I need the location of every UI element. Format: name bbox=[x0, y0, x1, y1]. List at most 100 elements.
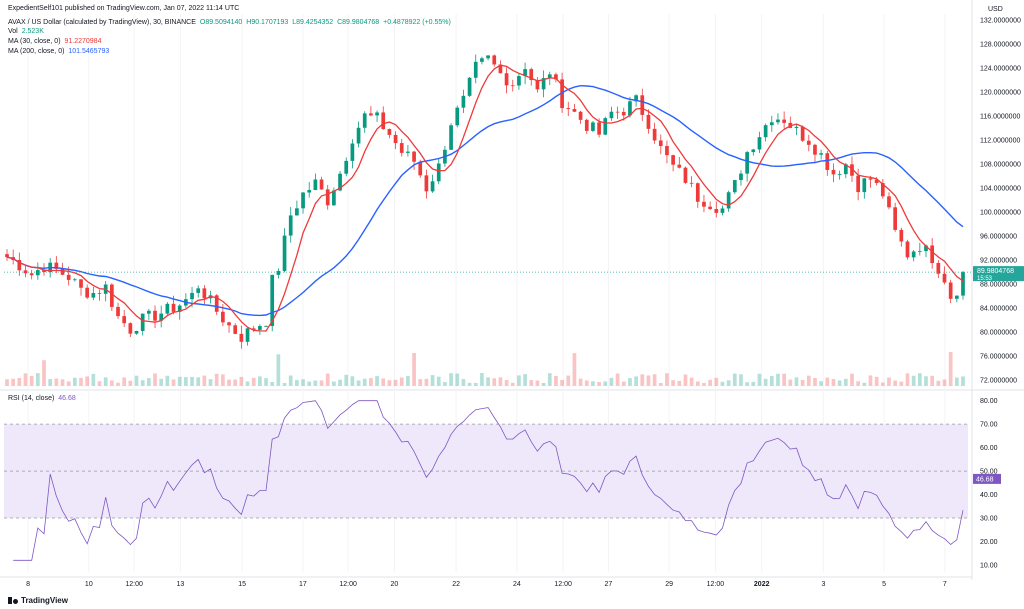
candle-body bbox=[227, 322, 231, 326]
candle-body bbox=[517, 76, 521, 86]
time-tick-label: 22 bbox=[452, 581, 460, 588]
volume-bar bbox=[887, 377, 891, 386]
volume-bar bbox=[54, 378, 59, 386]
volume-bar bbox=[800, 380, 805, 386]
candle-body bbox=[720, 208, 725, 213]
price-axis[interactable]: 132.0000000 128.0000000 124.0000000 120.000… bbox=[4, 6, 1024, 569]
volume-bar bbox=[251, 377, 256, 386]
candle-body bbox=[615, 111, 620, 113]
volume-bar bbox=[954, 377, 959, 386]
volume-bar bbox=[11, 378, 16, 386]
rsi-tick-label: 60.00 bbox=[980, 445, 998, 452]
volume-bar bbox=[171, 379, 176, 386]
volume-bar bbox=[942, 379, 947, 386]
volume-bar bbox=[430, 375, 435, 386]
time-tick-label: 24 bbox=[513, 581, 521, 588]
volume-bar bbox=[177, 376, 182, 386]
volume-bar bbox=[307, 381, 312, 386]
candle-body bbox=[924, 245, 928, 252]
candle-body bbox=[554, 74, 558, 80]
high-value: H90.1707193 bbox=[246, 19, 289, 26]
candle-body bbox=[640, 95, 645, 115]
volume-bar bbox=[597, 381, 601, 386]
candle-body bbox=[85, 287, 90, 298]
volume-bar bbox=[757, 373, 762, 386]
candle-body bbox=[42, 270, 46, 273]
candle-body bbox=[930, 245, 935, 264]
ma200-label: MA (200, close, 0) bbox=[8, 48, 65, 55]
candle-body bbox=[436, 163, 441, 182]
candle-body bbox=[776, 119, 780, 123]
volume-bar bbox=[72, 377, 77, 386]
price-tick-label: 112.0000000 bbox=[980, 138, 1020, 145]
volume-bar bbox=[492, 378, 497, 386]
volume-bar bbox=[776, 373, 780, 386]
volume-bar bbox=[856, 381, 860, 386]
rsi-tick-label: 40.00 bbox=[980, 492, 998, 499]
volume-bar bbox=[911, 375, 916, 386]
price-tick-label: 84.0000000 bbox=[980, 306, 1017, 313]
candle-body bbox=[652, 128, 657, 141]
volume-bar bbox=[751, 381, 756, 386]
candle-body bbox=[572, 109, 577, 112]
volume-bar bbox=[208, 379, 213, 386]
candle-body bbox=[221, 311, 225, 323]
volume-bar bbox=[140, 380, 145, 386]
volume-bar bbox=[683, 374, 688, 386]
candle-body bbox=[843, 164, 848, 175]
ma200-legend: MA (200, close, 0) 101.5465793 bbox=[8, 47, 111, 57]
tradingview-logo[interactable]: TradingView bbox=[8, 596, 68, 605]
tradingview-icon bbox=[8, 597, 18, 604]
candle-body bbox=[171, 303, 176, 312]
rsi-tick-label: 10.00 bbox=[980, 562, 998, 569]
candle-body bbox=[190, 292, 194, 300]
candle-body bbox=[634, 95, 638, 102]
candle-body bbox=[424, 175, 429, 192]
time-tick-label: 20 bbox=[391, 581, 399, 588]
brand-text: TradingView bbox=[21, 596, 68, 605]
volume-bar bbox=[214, 373, 219, 386]
volume-bars bbox=[5, 351, 965, 386]
volume-bar bbox=[301, 379, 305, 386]
candle-body bbox=[461, 95, 466, 108]
volume-bar bbox=[782, 373, 786, 386]
rsi-tick-label: 30.00 bbox=[980, 516, 998, 523]
candle-body bbox=[578, 111, 583, 120]
candle-body bbox=[862, 178, 867, 193]
symbol-legend: AVAX / US Dollar (calculated by TradingV… bbox=[8, 18, 453, 28]
volume-bar bbox=[66, 381, 71, 386]
candle-body bbox=[325, 189, 330, 206]
candle-body bbox=[295, 208, 299, 216]
volume-bar bbox=[523, 374, 527, 386]
candle-body bbox=[806, 140, 811, 145]
candle-body bbox=[375, 112, 379, 116]
candle-body bbox=[899, 229, 904, 242]
price-tick-label: 76.0000000 bbox=[980, 354, 1017, 361]
price-tick-label: 120.0000000 bbox=[980, 90, 1021, 97]
volume-bar bbox=[375, 376, 379, 386]
rsi-legend: RSI (14, close) 46.68 bbox=[8, 394, 78, 404]
volume-bar bbox=[449, 373, 453, 386]
candle-body bbox=[646, 114, 651, 129]
volume-bar bbox=[547, 373, 552, 386]
volume-bar bbox=[35, 373, 40, 386]
volume-bar bbox=[831, 378, 836, 386]
candle-body bbox=[60, 268, 65, 275]
volume-bar bbox=[572, 353, 577, 386]
candle-body bbox=[905, 241, 910, 258]
volume-bar bbox=[313, 380, 318, 386]
candle-body bbox=[689, 182, 694, 184]
volume-bar bbox=[165, 375, 170, 386]
rsi-tick-label: 50.00 bbox=[980, 469, 998, 476]
candle-body bbox=[350, 143, 355, 161]
time-axis[interactable]: 8 10 12:00 13 15 17 12:00 20 22 24 12:00 27 29 12:00 2… bbox=[26, 581, 947, 588]
candle-body bbox=[757, 137, 762, 150]
candle-body bbox=[560, 79, 564, 109]
volume-bar bbox=[634, 376, 638, 386]
time-tick-label: 15 bbox=[238, 581, 246, 588]
candle-body bbox=[547, 74, 552, 79]
volume-bar bbox=[893, 380, 898, 386]
volume-bar bbox=[825, 377, 830, 386]
volume-bar bbox=[905, 373, 910, 386]
